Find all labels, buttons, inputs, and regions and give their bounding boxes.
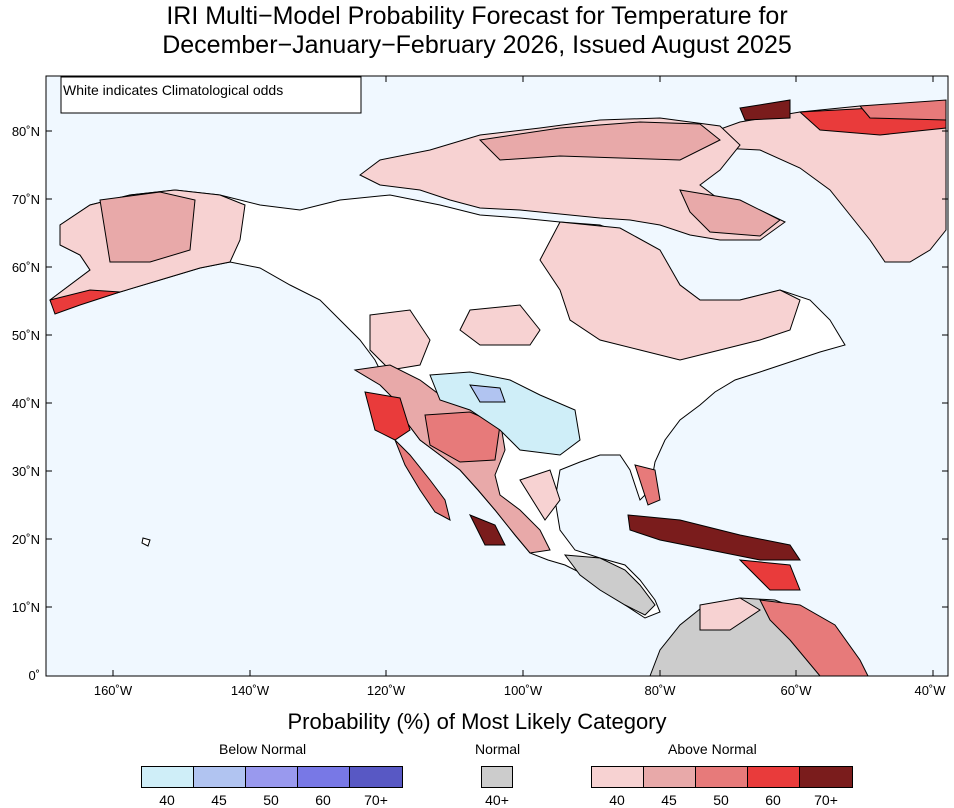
lon-label-140w: 140˚W [231,683,270,698]
lat-label-60: 60˚N [12,260,40,275]
swatch-below-60 [297,766,350,788]
swatch-normal-40 [481,766,513,788]
swatch-above-60 [747,766,800,788]
below-level-60: 60 [315,792,331,808]
below-level-45: 45 [211,792,227,808]
swatch-above-45 [643,766,696,788]
lat-label-30: 30˚N [12,464,40,479]
above-level-60: 60 [765,792,781,808]
note-text: White indicates Climatological odds [63,82,283,98]
greenland [688,103,947,263]
above-level-50: 50 [713,792,729,808]
title-line-1: IRI Multi−Model Probability Forecast for… [166,2,788,30]
swatch-below-45 [193,766,246,788]
baja [394,439,451,521]
note-box [60,76,362,114]
hawaii [141,537,151,547]
lon-label-40w: 40˚W [914,683,946,698]
below-normal-label: Below Normal [219,741,307,757]
lat-label-40: 40˚N [12,396,40,411]
lon-label-60w: 60˚W [780,683,812,698]
title-line-2: December−January−February 2026, Issued A… [162,31,792,59]
lat-label-20: 20˚N [12,532,40,547]
below-level-70: 70+ [364,792,388,808]
swatch-above-40 [591,766,644,788]
lat-label-50: 50˚N [12,328,40,343]
lat-label-0: 0˚ [28,668,40,683]
lon-label-120w: 120˚W [367,683,406,698]
central-us-below [429,371,581,456]
swatch-below-70 [349,766,403,788]
lat-label-70: 70˚N [12,192,40,207]
swatch-below-50 [245,766,298,788]
above-level-45: 45 [661,792,677,808]
below-level-40: 40 [159,792,175,808]
map-land [49,99,947,677]
legend-title: Probability (%) of Most Likely Category [287,709,667,734]
lat-label-10: 10˚N [12,600,40,615]
caribbean-islands [627,514,801,561]
lat-label-80: 80˚N [12,124,40,139]
normal-level-40: 40+ [485,792,509,808]
swatch-above-70 [799,766,853,788]
above-level-40: 40 [609,792,625,808]
above-normal-label: Above Normal [668,741,757,757]
swatch-above-50 [695,766,748,788]
lon-label-80w: 80˚W [644,683,676,698]
swatch-below-40 [141,766,194,788]
lon-label-160w: 160˚W [94,683,133,698]
normal-label: Normal [475,741,521,757]
lon-label-100w: 100˚W [504,683,543,698]
above-level-70: 70+ [814,792,838,808]
lat-axis [46,130,948,608]
below-level-50: 50 [263,792,279,808]
